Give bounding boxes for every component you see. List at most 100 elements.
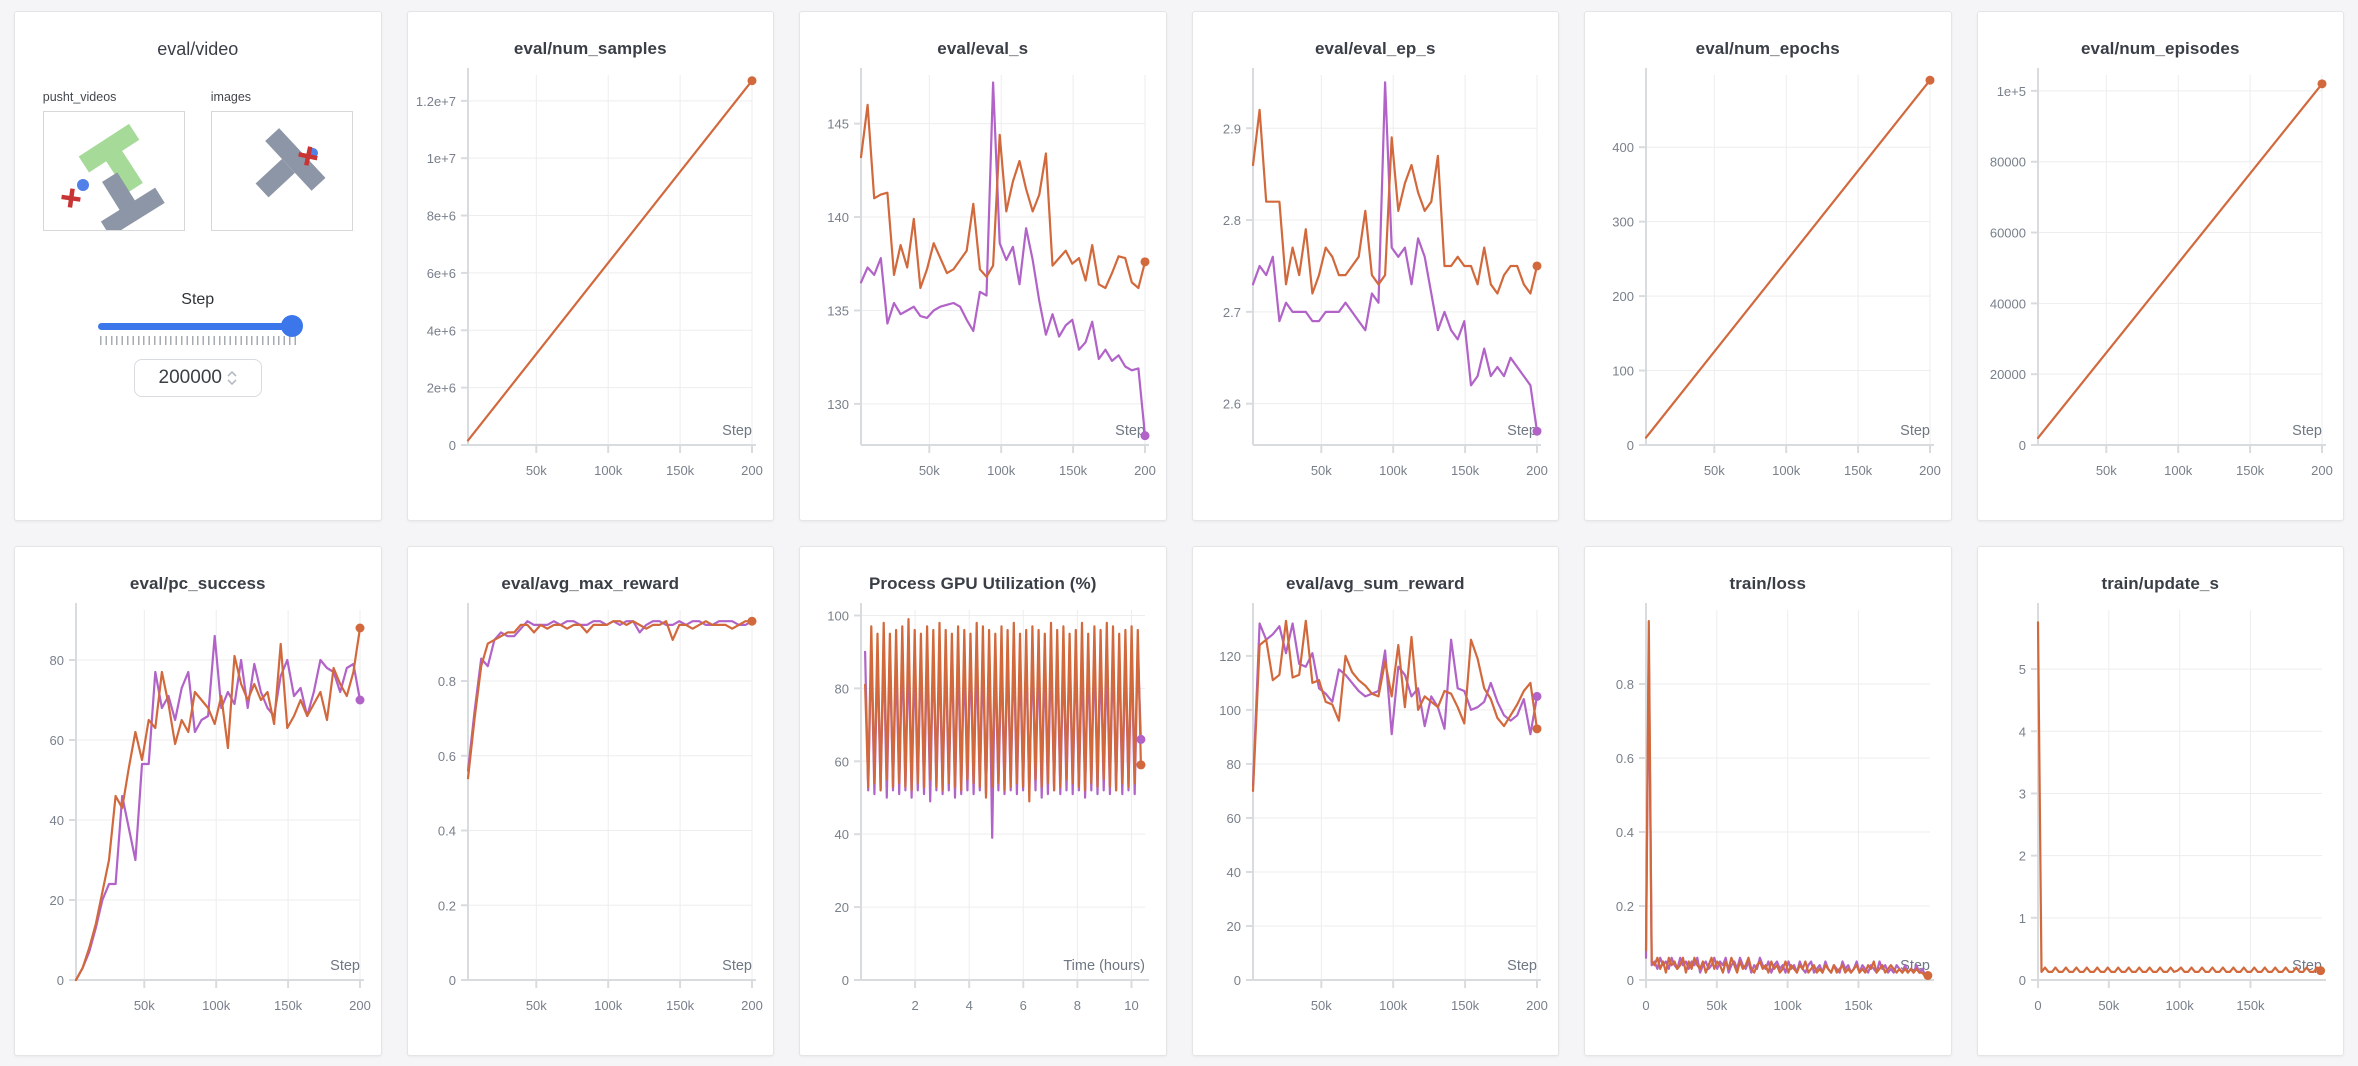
svg-text:1.2e+7: 1.2e+7	[416, 94, 456, 109]
svg-text:Step: Step	[1507, 958, 1537, 974]
svg-text:150k: 150k	[1451, 463, 1480, 478]
chart-panel-eval-eval-s[interactable]: eval/eval_s 130 135 140 145 50k 100k 150k 200 St…	[799, 11, 1167, 521]
svg-text:8e+6: 8e+6	[427, 209, 456, 224]
svg-text:0: 0	[2019, 973, 2026, 988]
images-label: images	[210, 90, 252, 104]
svg-text:50k: 50k	[1311, 463, 1332, 478]
step-slider-label: Step	[181, 291, 215, 308]
chart-panel-eval-avg-sum-reward[interactable]: eval/avg_sum_reward 0 20 40 60 80 100 120 50k 10…	[1191, 546, 1559, 1056]
svg-text:50k: 50k	[1311, 998, 1332, 1013]
chart-title: eval/eval_ep_s	[1315, 39, 1436, 58]
media-panel-title: eval/video	[157, 39, 239, 59]
chart-title: train/update_s	[2101, 574, 2220, 593]
chart-panel-train-update-s[interactable]: train/update_s 0 1 2 3 4 5 0 50k 100k 150k Step	[1976, 546, 2344, 1056]
svg-text:60000: 60000	[1990, 226, 2026, 241]
pusht-videos-thumbnail[interactable]	[42, 111, 185, 237]
step-slider-thumb[interactable]	[280, 315, 303, 337]
svg-text:400: 400	[1612, 140, 1634, 155]
chart-title: eval/avg_sum_reward	[1285, 574, 1465, 593]
chart-panel-eval-avg-max-reward[interactable]: eval/avg_max_reward 0 0.2 0.4 0.6 0.8 50k 100k…	[406, 546, 774, 1056]
svg-text:100k: 100k	[2164, 463, 2193, 478]
step-input[interactable]: 200000	[133, 359, 262, 397]
svg-text:40: 40	[834, 827, 848, 842]
svg-text:0.8: 0.8	[1616, 677, 1634, 692]
chart-title: eval/num_episodes	[2080, 39, 2240, 58]
svg-text:0.2: 0.2	[438, 898, 456, 913]
chart-panel-gpu-utilization[interactable]: Process GPU Utilization (%) 0 20 40 60 80 100…	[799, 546, 1167, 1056]
stepper-up-icon[interactable]	[227, 371, 237, 377]
svg-text:2.9: 2.9	[1223, 121, 1241, 136]
chart-eval-num-samples: 0 2e+6 4e+6 6e+6 8e+6 1e+7 1.2e+7 50k 100k 150k 20…	[416, 68, 763, 478]
chart-title: eval/eval_s	[937, 39, 1029, 58]
svg-text:50k: 50k	[1704, 463, 1725, 478]
chart-eval-avg-max-reward: 0 0.2 0.4 0.6 0.8 50k 100k 150k 200 Step	[438, 603, 763, 1013]
svg-text:145: 145	[827, 117, 849, 132]
chart-gpu-utilization: 0 20 40 60 80 100 2 4 6 8 10 Time (hours)	[827, 603, 1149, 1013]
svg-text:100k: 100k	[1772, 463, 1801, 478]
svg-text:5: 5	[2019, 662, 2026, 677]
chart-panel-eval-pc-success[interactable]: eval/pc_success 0 20 40 60 80 50k 100k 150k 200 S…	[14, 546, 382, 1056]
svg-text:60: 60	[49, 733, 63, 748]
svg-text:0: 0	[1234, 973, 1241, 988]
svg-text:200: 200	[2311, 463, 2333, 478]
svg-text:100k: 100k	[2166, 998, 2195, 1013]
svg-text:50k: 50k	[2096, 463, 2117, 478]
svg-text:120: 120	[1220, 649, 1242, 664]
step-stepper[interactable]	[227, 371, 237, 385]
svg-text:0.4: 0.4	[1616, 825, 1634, 840]
chart-panel-train-loss[interactable]: train/loss 0 0.2 0.4 0.6 0.8 0 50k 100k 150k Step	[1584, 546, 1952, 1056]
pusht-videos-label: pusht_videos	[42, 90, 117, 104]
svg-text:4e+6: 4e+6	[427, 323, 456, 338]
svg-text:4: 4	[2019, 724, 2026, 739]
chart-panel-eval-eval-ep-s[interactable]: eval/eval_ep_s 2.6 2.7 2.8 2.9 50k 100k 150k 20…	[1191, 11, 1559, 521]
svg-text:200: 200	[349, 998, 371, 1013]
stepper-down-icon[interactable]	[227, 379, 237, 385]
svg-text:6: 6	[1019, 998, 1026, 1013]
svg-text:50k: 50k	[2099, 998, 2120, 1013]
chart-title: eval/avg_max_reward	[501, 574, 680, 593]
step-slider-track[interactable]	[97, 323, 298, 330]
chart-panel-eval-num-epochs[interactable]: eval/num_epochs 0 100 200 300 400 50k 100k 150k…	[1584, 11, 1952, 521]
images-thumbnail[interactable]	[210, 111, 353, 231]
svg-text:40: 40	[1227, 865, 1241, 880]
svg-text:100k: 100k	[1773, 998, 1802, 1013]
chart-eval-num-episodes: 0 20000 40000 60000 80000 1e+5 50k 100k 150k 200 S…	[1990, 68, 2333, 478]
svg-text:150k: 150k	[666, 998, 695, 1013]
eval-video-panel[interactable]: eval/video pusht_videos	[14, 11, 382, 521]
svg-text:Step: Step	[1900, 423, 1930, 439]
chart-title: eval/pc_success	[129, 574, 266, 593]
svg-text:200: 200	[1526, 998, 1548, 1013]
svg-text:200: 200	[741, 998, 763, 1013]
svg-text:0.4: 0.4	[438, 824, 456, 839]
svg-text:0: 0	[449, 973, 456, 988]
svg-text:1e+7: 1e+7	[427, 151, 456, 166]
svg-text:50k: 50k	[1706, 998, 1727, 1013]
svg-text:140: 140	[827, 210, 849, 225]
svg-text:80000: 80000	[1990, 155, 2026, 170]
svg-text:20: 20	[834, 900, 848, 915]
svg-text:Step: Step	[1507, 423, 1537, 439]
chart-panel-eval-num-episodes[interactable]: eval/num_episodes 0 20000 40000 60000 80000 1…	[1976, 11, 2344, 521]
svg-text:150k: 150k	[1844, 998, 1873, 1013]
chart-title: eval/num_samples	[513, 39, 667, 58]
svg-text:150k: 150k	[666, 463, 695, 478]
svg-text:50k: 50k	[919, 463, 940, 478]
svg-text:150k: 150k	[1059, 463, 1088, 478]
step-slider[interactable]	[97, 315, 303, 337]
svg-text:0: 0	[842, 973, 849, 988]
svg-text:2.6: 2.6	[1223, 397, 1241, 412]
svg-text:20: 20	[49, 893, 63, 908]
svg-text:2: 2	[911, 998, 918, 1013]
chart-title: eval/num_epochs	[1695, 39, 1840, 58]
svg-text:2: 2	[2019, 849, 2026, 864]
svg-text:0: 0	[1627, 973, 1634, 988]
svg-text:10: 10	[1124, 998, 1138, 1013]
svg-text:300: 300	[1612, 215, 1634, 230]
svg-text:60: 60	[1227, 811, 1241, 826]
chart-panel-eval-num-samples[interactable]: eval/num_samples 0 2e+6 4e+6 6e+6 8e+6 1e+7 1.…	[406, 11, 774, 521]
svg-text:100k: 100k	[594, 998, 623, 1013]
svg-text:150k: 150k	[274, 998, 303, 1013]
chart-eval-eval-s: 130 135 140 145 50k 100k 150k 200 Step	[827, 68, 1156, 478]
